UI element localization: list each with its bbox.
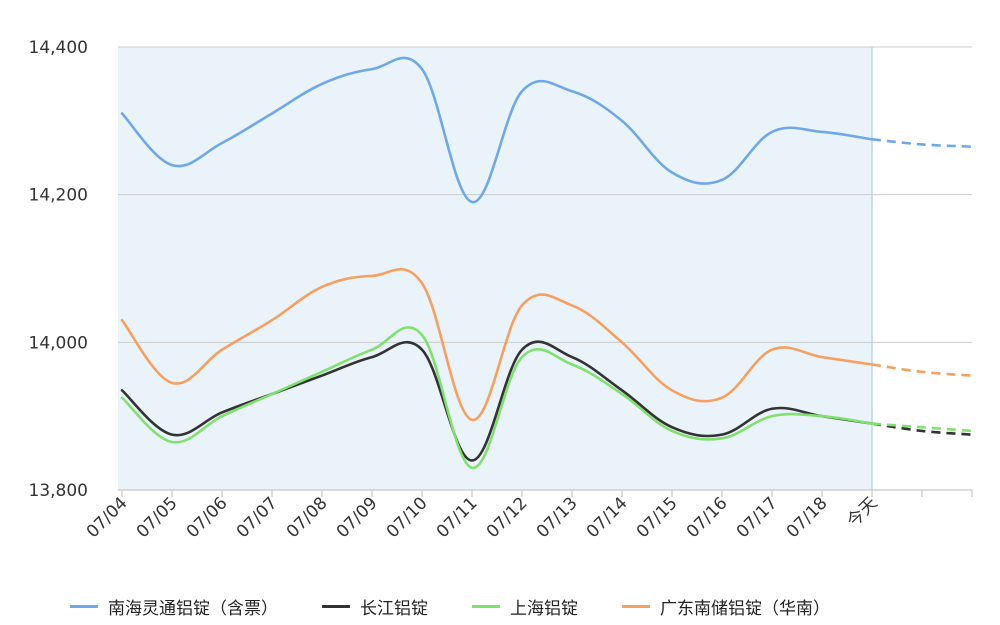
series-line-3 — [120, 268, 874, 422]
y-axis: 13,800 14,000 14,200 14,400 — [29, 38, 88, 501]
legend-swatch — [472, 604, 500, 608]
legend-label: 广东南储铝锭（华南） — [660, 598, 830, 619]
legend-label: 长江铝锭 — [360, 598, 428, 619]
x-tick-label: 07/14 — [583, 493, 632, 542]
x-tick-label: 07/16 — [683, 493, 732, 542]
y-tick-label: 13,800 — [29, 481, 88, 501]
x-axis: 07/04 07/05 07/06 07/07 07/08 07/09 07/10 07/11… — [83, 489, 973, 542]
x-tick-label: 07/08 — [283, 493, 332, 542]
x-tick-label: 07/07 — [233, 493, 282, 542]
line-chart: 13,800 14,000 14,200 14,400 07/04 07/05 07/06… — [29, 38, 973, 542]
series-line-0 — [120, 56, 874, 204]
y-tick-label: 14,200 — [29, 186, 88, 206]
legend-item-3[interactable]: 广东南储铝锭（华南） — [622, 594, 830, 619]
y-tick-label: 14,400 — [29, 38, 88, 58]
series-forecast-line-0 — [871, 137, 973, 148]
series-line-1 — [120, 340, 874, 462]
legend-item-2[interactable]: 上海铝锭 — [472, 594, 578, 619]
legend-item-0[interactable]: 南海灵通铝锭（含票） — [70, 594, 278, 619]
x-tick-label: 07/12 — [483, 493, 532, 542]
series-lines — [120, 56, 973, 470]
x-tick-label: 07/15 — [633, 493, 682, 542]
series-forecast-line-2 — [871, 422, 973, 433]
x-tick-label: 07/06 — [183, 493, 232, 542]
x-tick-label: 07/10 — [383, 493, 432, 542]
x-tick-label: 07/11 — [433, 493, 482, 542]
x-tick-label: 07/09 — [333, 493, 382, 542]
legend-item-1[interactable]: 长江铝锭 — [322, 594, 428, 619]
x-tick-label: 07/17 — [733, 493, 782, 542]
legend-label: 上海铝锭 — [510, 598, 578, 619]
x-tick-label: 07/04 — [83, 493, 132, 542]
series-forecast-line-3 — [871, 363, 973, 377]
legend-swatch — [322, 604, 350, 608]
x-tick-label: 07/13 — [533, 493, 582, 542]
legend-label: 南海灵通铝锭（含票） — [108, 598, 278, 619]
series-line-2 — [120, 326, 874, 470]
legend: 南海灵通铝锭（含票） 长江铝锭 上海铝锭 广东南储铝锭（华南） — [70, 590, 874, 622]
legend-swatch — [70, 604, 98, 608]
x-tick-label: 今天 — [843, 493, 881, 531]
legend-swatch — [622, 604, 650, 608]
series-forecast-line-1 — [871, 422, 973, 436]
y-tick-label: 14,000 — [29, 333, 88, 353]
x-tick-label: 07/18 — [783, 493, 832, 542]
x-tick-label: 07/05 — [133, 493, 182, 542]
